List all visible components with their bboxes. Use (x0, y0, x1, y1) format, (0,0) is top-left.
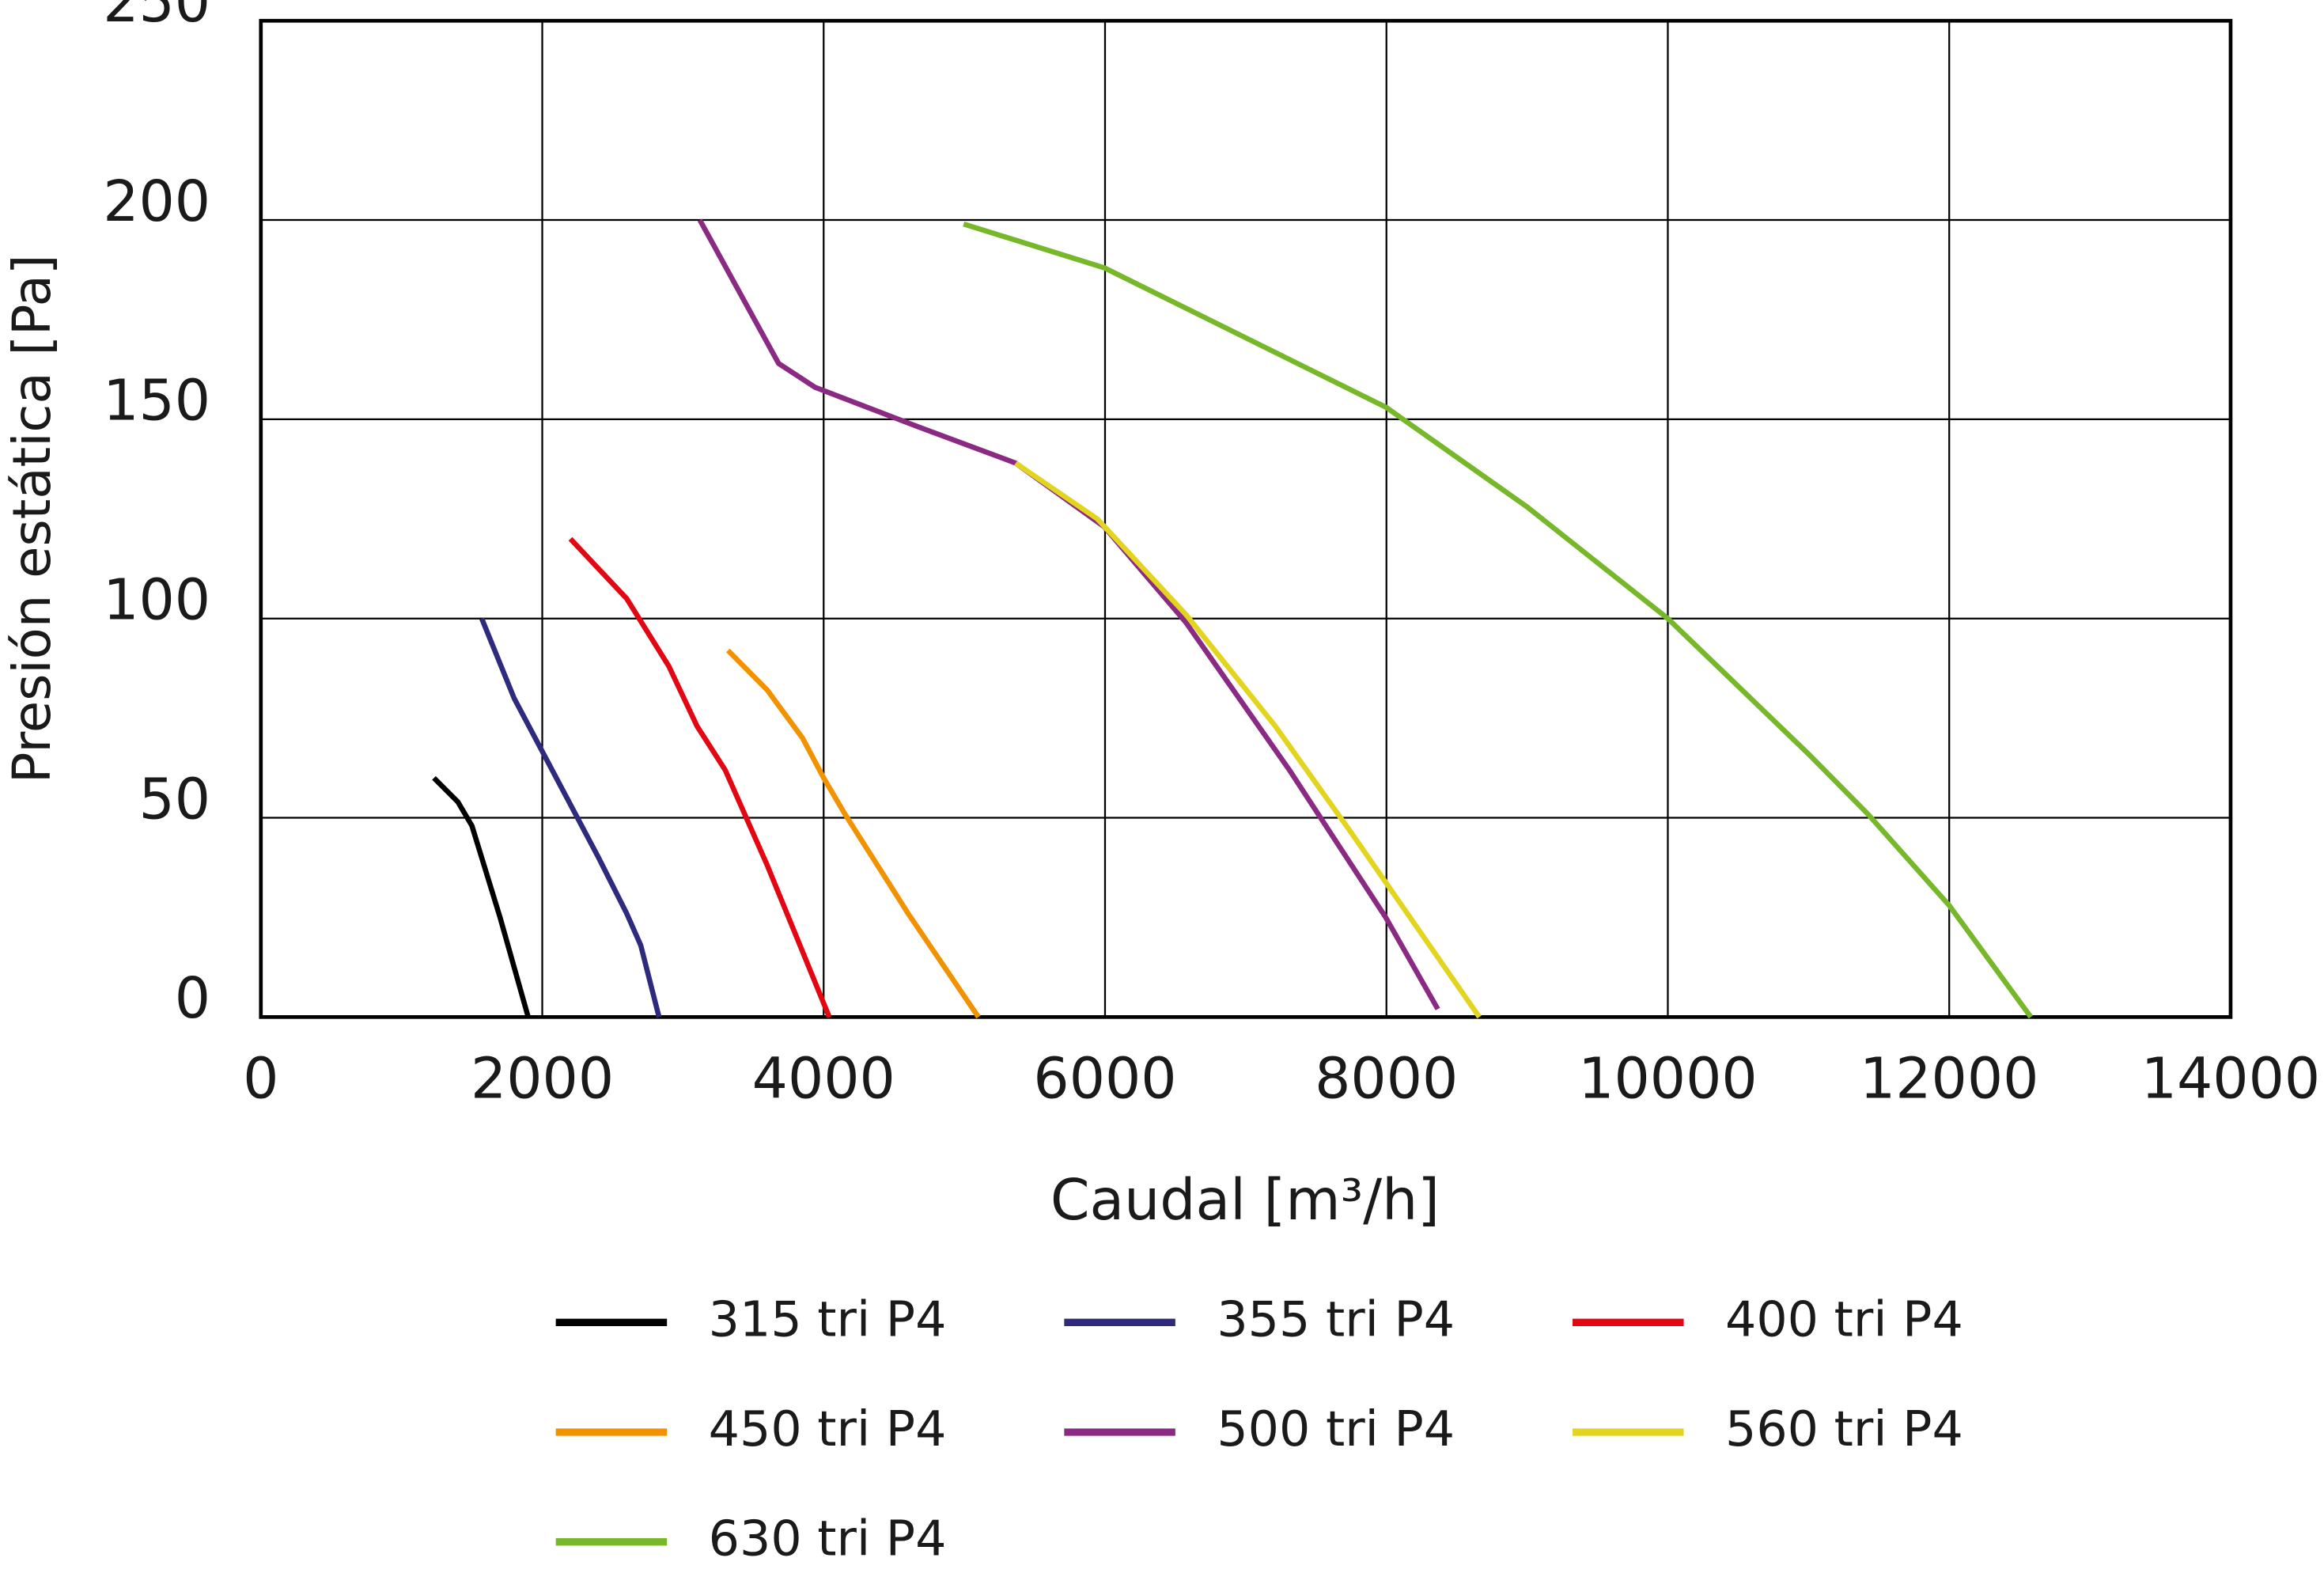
x-tick-label: 8000 (1315, 1045, 1458, 1111)
x-tick-label: 14000 (2141, 1045, 2320, 1111)
legend-label: 315 tri P4 (709, 1291, 947, 1347)
legend-label: 500 tri P4 (1217, 1401, 1455, 1457)
y-tick-label: 50 (138, 766, 210, 832)
series-line (1014, 461, 1482, 1019)
legend-label: 630 tri P4 (709, 1510, 947, 1567)
series-line (479, 617, 662, 1018)
x-axis-label: Caudal [m³/h] (1050, 1167, 1440, 1233)
series-line (697, 218, 1440, 1010)
y-tick-label: 200 (103, 169, 210, 234)
y-tick-label: 100 (103, 567, 210, 632)
series-line (432, 775, 531, 1018)
plot-frame (259, 18, 2233, 1019)
y-axis-label: Presión estática [Pa] (2, 255, 62, 783)
y-tick-label: 150 (103, 368, 210, 434)
series-line (963, 221, 2034, 1019)
y-tick-label: 250 (103, 0, 210, 35)
y-tick-label: 0 (175, 965, 210, 1031)
x-tick-label: 2000 (471, 1045, 614, 1111)
legend-label: 560 tri P4 (1725, 1401, 1963, 1457)
series-line (725, 648, 981, 1019)
x-tick-label: 12000 (1860, 1045, 2038, 1111)
x-tick-label: 10000 (1578, 1045, 1757, 1111)
legend-label: 450 tri P4 (709, 1401, 947, 1457)
x-tick-label: 6000 (1033, 1045, 1176, 1111)
legend-label: 400 tri P4 (1725, 1291, 1963, 1347)
legend-label: 355 tri P4 (1217, 1291, 1455, 1347)
x-tick-label: 0 (243, 1045, 278, 1111)
x-tick-label: 4000 (752, 1045, 895, 1111)
series-line (568, 536, 832, 1018)
